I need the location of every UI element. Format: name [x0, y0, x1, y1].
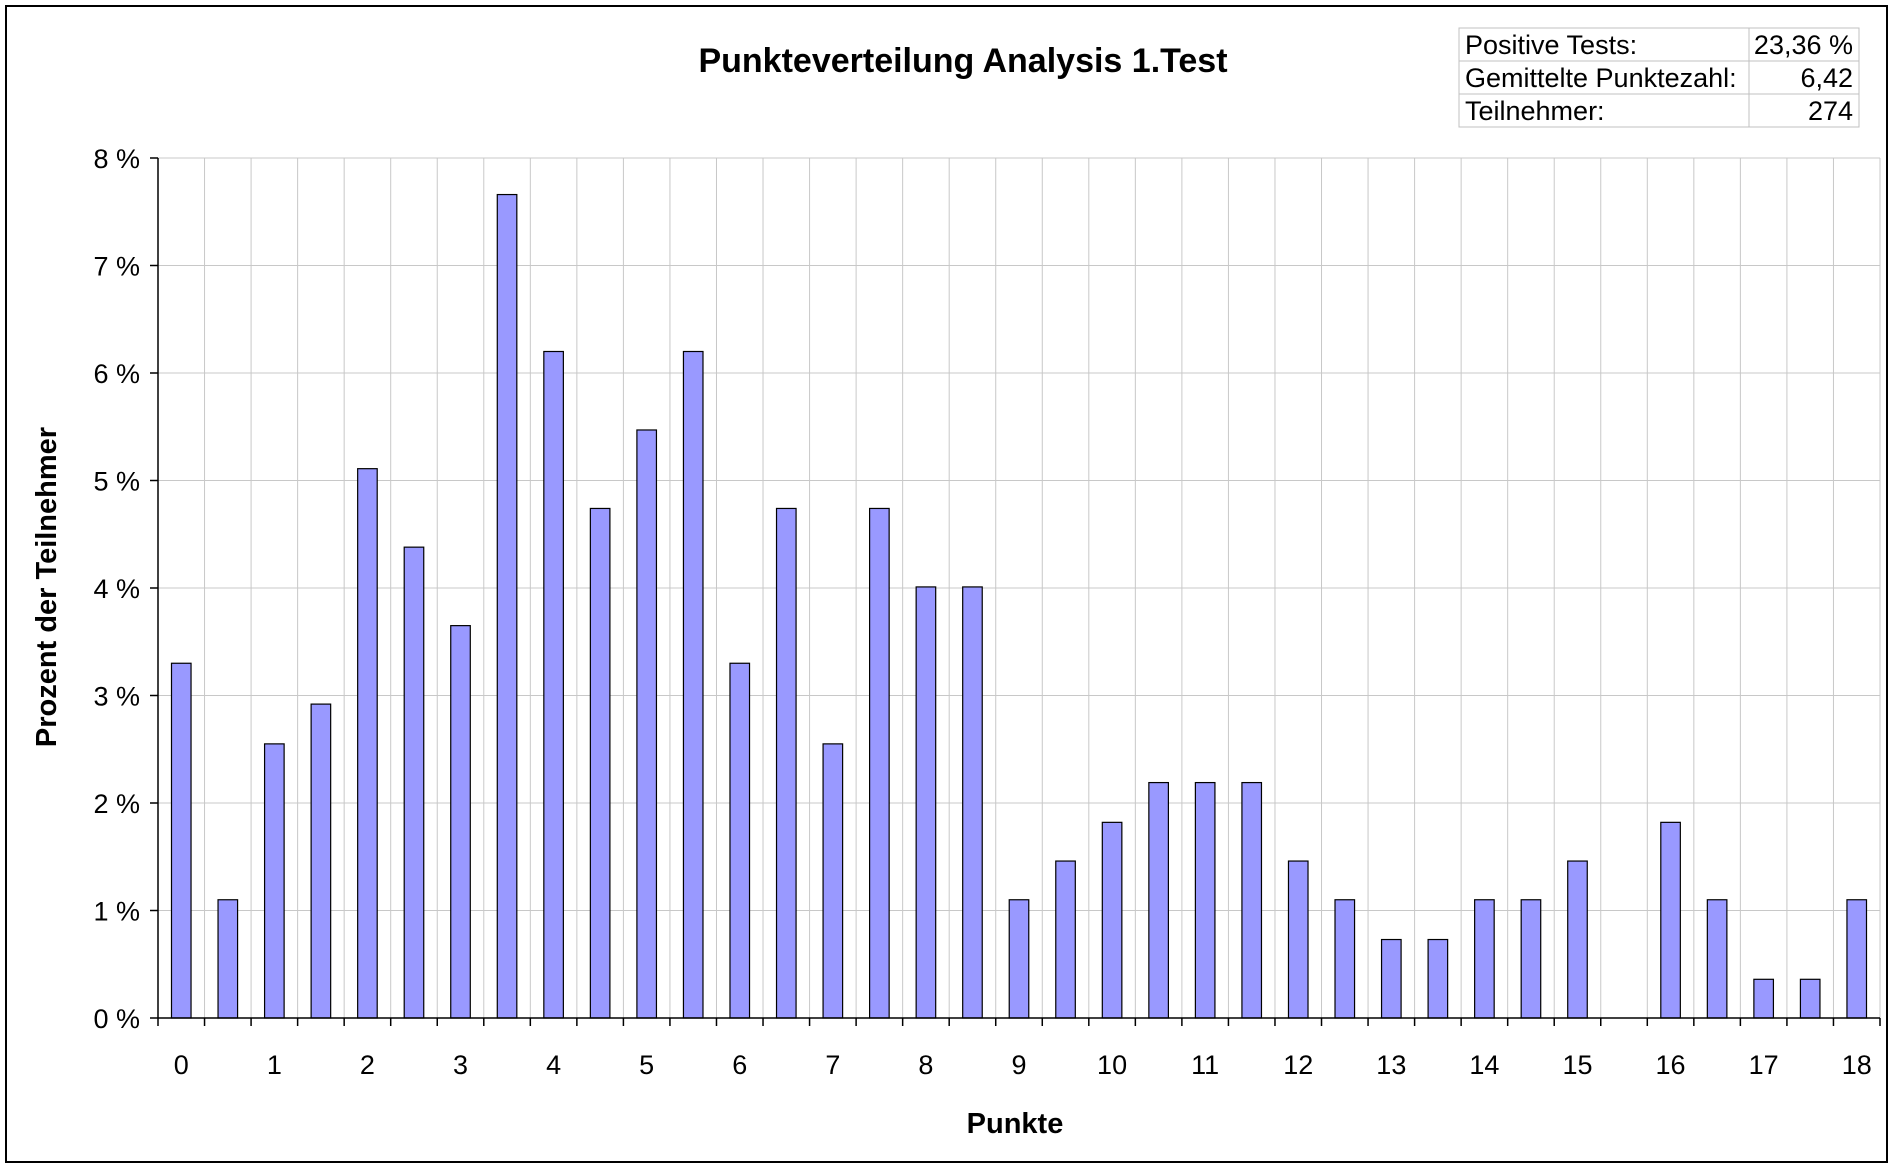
bar [496, 193, 518, 1019]
stats-value-participants: 274 [1808, 96, 1853, 126]
x-axis-label: Punkte [967, 1108, 1064, 1140]
y-tick-label: 6 % [93, 359, 140, 389]
bar [1194, 781, 1216, 1019]
x-tick-label: 9 [1011, 1050, 1026, 1080]
x-tick-label: 4 [546, 1050, 561, 1080]
y-tick-label: 7 % [93, 252, 140, 282]
bar [310, 703, 332, 1019]
bar [1520, 899, 1542, 1019]
chart-border [5, 5, 1888, 1163]
x-tick-label: 18 [1842, 1050, 1872, 1080]
bar [1008, 899, 1030, 1019]
stats-value-average-points: 6,42 [1800, 63, 1853, 93]
x-tick-label: 15 [1562, 1050, 1592, 1080]
x-tick-label: 3 [453, 1050, 468, 1080]
x-tick-label: 2 [360, 1050, 375, 1080]
chart-title: Punkteverteilung Analysis 1.Test [698, 42, 1227, 80]
bar [543, 350, 564, 1019]
bar [357, 468, 378, 1019]
y-tick-label: 8 % [93, 144, 140, 174]
y-axis-label: Prozent der Teilnehmer [31, 427, 63, 747]
stats-table: Positive Tests: 23,36 % Gemittelte Punkt… [1458, 27, 1860, 128]
x-tick-label: 6 [732, 1050, 747, 1080]
bar [636, 429, 658, 1019]
stats-table-border [1458, 27, 1860, 128]
bar [1380, 938, 1402, 1019]
bar [1753, 978, 1775, 1019]
x-tick-label: 12 [1283, 1050, 1313, 1080]
y-tick-label: 0 % [93, 1004, 140, 1034]
bar [1567, 860, 1588, 1019]
bar [403, 546, 425, 1019]
bar [170, 662, 192, 1019]
x-tick-label: 5 [639, 1050, 654, 1080]
bar [682, 350, 704, 1019]
bar [1660, 821, 1681, 1019]
x-tick-label: 13 [1376, 1050, 1406, 1080]
tick-labels: 0 %1 %2 %3 %4 %5 %6 %7 %8 %0 1 2 3 4 5 6 7 8 9 10 1… [93, 144, 1871, 1080]
bars [170, 193, 1868, 1019]
bar [450, 625, 471, 1019]
bar [1148, 781, 1169, 1019]
x-tick-label: 17 [1749, 1050, 1779, 1080]
bar [869, 507, 890, 1019]
bar [1055, 860, 1076, 1019]
bar [1101, 821, 1123, 1019]
stats-value-positive-tests: 23,36 % [1754, 30, 1853, 60]
y-tick-label: 3 % [93, 682, 140, 712]
bar [263, 743, 285, 1019]
bar [1334, 899, 1356, 1019]
bar [1706, 899, 1728, 1019]
bar [1846, 899, 1868, 1019]
x-tick-label: 14 [1469, 1050, 1499, 1080]
bar [775, 507, 797, 1019]
x-tick-label: 7 [825, 1050, 840, 1080]
stats-label-positive-tests: Positive Tests: [1465, 30, 1637, 60]
bar [962, 586, 983, 1019]
x-tick-label: 8 [918, 1050, 933, 1080]
bar [217, 899, 239, 1019]
y-tick-label: 5 % [93, 467, 140, 497]
y-tick-label: 1 % [93, 897, 140, 927]
stats-label-participants: Teilnehmer: [1465, 96, 1605, 126]
x-tick-label: 0 [174, 1050, 189, 1080]
bar [1799, 978, 1821, 1019]
bar [1427, 938, 1449, 1019]
bar [822, 743, 844, 1019]
bar [1474, 899, 1495, 1019]
bar [1287, 860, 1309, 1019]
x-tick-label: 1 [267, 1050, 282, 1080]
bar [729, 662, 751, 1019]
y-tick-label: 4 % [93, 574, 140, 604]
axes [150, 157, 1881, 1026]
x-tick-label: 11 [1191, 1050, 1219, 1080]
x-tick-label: 10 [1097, 1050, 1127, 1080]
bar [915, 586, 937, 1019]
x-tick-label: 16 [1656, 1050, 1686, 1080]
stats-label-average-points: Gemittelte Punktezahl: [1465, 63, 1737, 93]
bar [1241, 781, 1263, 1019]
y-tick-label: 2 % [93, 789, 140, 819]
grid [158, 157, 1881, 1018]
bar [589, 507, 611, 1019]
